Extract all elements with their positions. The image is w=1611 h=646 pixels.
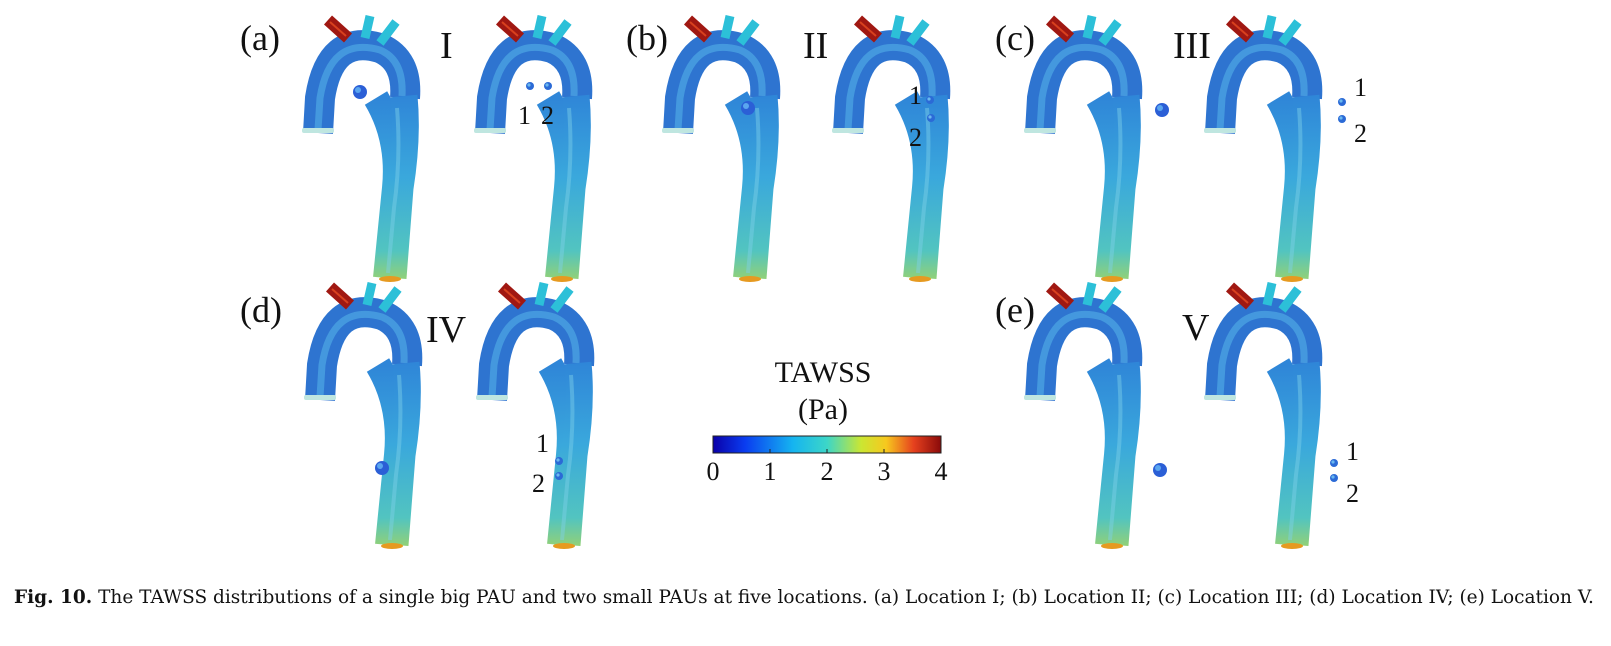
pau-marker-e-1: 1	[1346, 437, 1359, 466]
colorbar-tick-label: 0	[707, 457, 720, 486]
caption-text: The TAWSS distributions of a single big …	[98, 587, 1594, 608]
small-pau-1-location-II	[926, 96, 934, 104]
pau-marker-d-2: 2	[532, 469, 545, 498]
small-pau-1-location-I	[526, 82, 534, 90]
panel-a-letter: (a)	[240, 18, 280, 58]
panel-e-letter: (e)	[995, 290, 1035, 330]
big-pau-location-V	[1153, 463, 1167, 477]
figure-caption: Fig. 10. The TAWSS distributions of a si…	[14, 584, 1599, 611]
small-pau-2-location-I	[544, 82, 552, 90]
pau-marker-a-1: 1	[518, 101, 531, 130]
aorta-model-b-single	[662, 16, 765, 282]
colorbar-tick-label: 3	[878, 457, 891, 486]
aorta-model-d-single	[304, 283, 407, 549]
tawss-figure-canvas: (a) (b) (c) (d) (e) I II III IV V 1 2 1 …	[0, 0, 1611, 560]
location-V-label: V	[1182, 307, 1210, 349]
pau-marker-d-1: 1	[536, 429, 549, 458]
colorbar-tick-label: 1	[764, 457, 777, 486]
pau-marker-b-2: 2	[909, 123, 922, 152]
panel-b-letter: (b)	[626, 18, 668, 58]
colorbar-tick-label: 4	[935, 457, 948, 486]
small-pau-2-location-III	[1338, 115, 1346, 123]
colorbar-tick-label: 2	[821, 457, 834, 486]
aorta-model-e-single	[1024, 283, 1127, 549]
panel-c-letter: (c)	[995, 18, 1035, 58]
small-pau-1-location-V	[1330, 459, 1338, 467]
location-I-label: I	[440, 25, 453, 67]
pau-marker-b-1: 1	[909, 81, 922, 110]
tawss-colorbar: TAWSS (Pa) 0 1 2 3 4	[707, 356, 948, 486]
aorta-model-e-double	[1204, 283, 1307, 549]
big-pau-location-II	[741, 101, 755, 115]
pau-marker-e-2: 2	[1346, 479, 1359, 508]
pau-marker-c-2: 2	[1354, 119, 1367, 148]
location-II-label: II	[803, 25, 828, 67]
pau-marker-a-2: 2	[541, 101, 554, 130]
panel-d-letter: (d)	[240, 290, 282, 330]
small-pau-2-location-II	[927, 114, 935, 122]
aorta-model-c-single	[1024, 16, 1127, 282]
pau-marker-c-1: 1	[1354, 73, 1367, 102]
small-pau-2-location-IV	[555, 472, 563, 480]
aorta-model-c-double	[1204, 16, 1307, 282]
location-IV-label: IV	[426, 309, 467, 351]
caption-label: Fig. 10.	[14, 587, 92, 608]
aorta-model-a-double	[474, 16, 577, 282]
location-III-label: III	[1173, 25, 1211, 67]
big-pau-location-III	[1155, 103, 1169, 117]
aorta-model-a-single	[302, 16, 405, 282]
small-pau-1-location-IV	[555, 457, 563, 465]
small-pau-2-location-V	[1330, 474, 1338, 482]
big-pau-location-IV	[375, 461, 389, 475]
aorta-model-d-double	[476, 283, 579, 549]
small-pau-1-location-III	[1338, 98, 1346, 106]
colorbar-unit: (Pa)	[798, 393, 848, 426]
figure: (a) (b) (c) (d) (e) I II III IV V 1 2 1 …	[0, 0, 1611, 560]
colorbar-title: TAWSS	[775, 356, 872, 389]
big-pau-location-I	[353, 85, 367, 99]
